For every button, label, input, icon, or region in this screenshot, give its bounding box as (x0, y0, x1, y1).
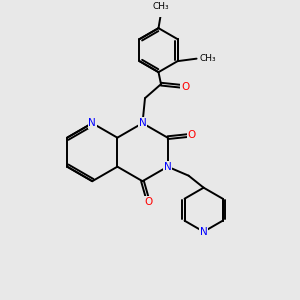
Text: O: O (188, 130, 196, 140)
Text: N: N (139, 118, 146, 128)
Text: N: N (88, 118, 96, 128)
Text: O: O (181, 82, 189, 92)
Text: N: N (200, 227, 208, 237)
Text: N: N (164, 162, 172, 172)
Text: CH₃: CH₃ (199, 54, 216, 63)
Text: O: O (144, 197, 153, 207)
Text: CH₃: CH₃ (153, 2, 169, 10)
